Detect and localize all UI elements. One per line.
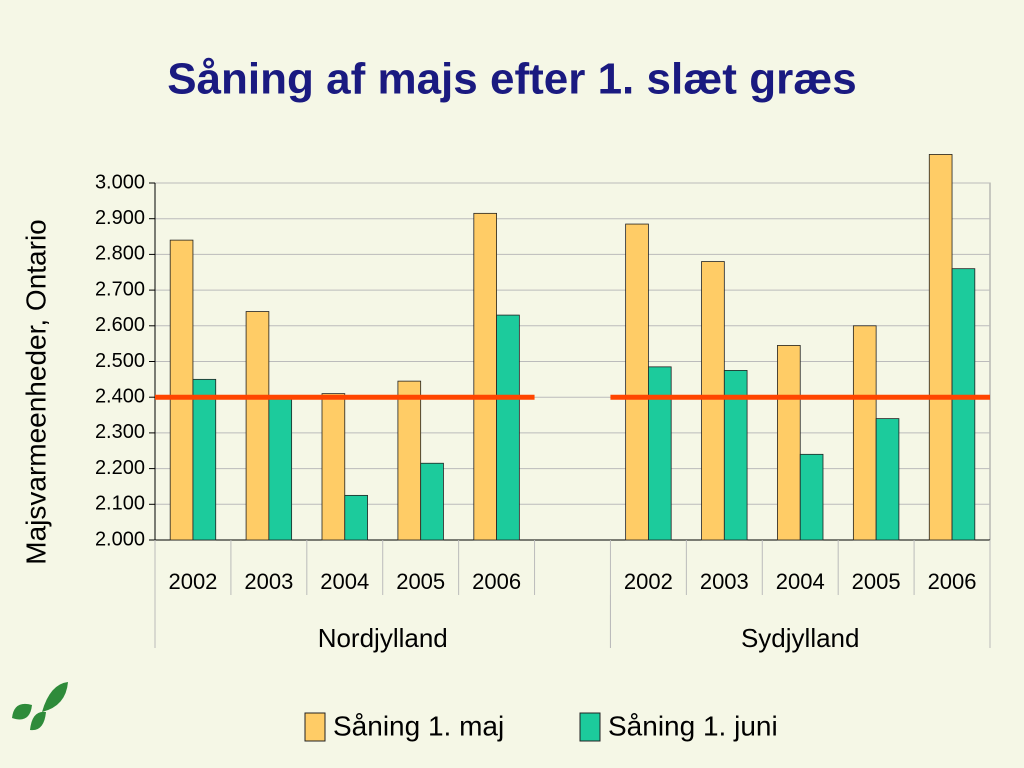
x-tick-label: 2006 (928, 569, 977, 594)
legend-swatch (304, 712, 326, 742)
group-label: Nordjylland (318, 623, 448, 653)
logo (12, 682, 68, 731)
x-tick-label: 2004 (320, 569, 369, 594)
bar (777, 345, 801, 541)
y-tick-label: 2.000 (95, 528, 145, 550)
bar (321, 393, 346, 541)
bar (799, 453, 824, 541)
y-tick-label: 3.000 (95, 171, 145, 193)
group-label: Sydjylland (741, 623, 860, 653)
y-tick-label: 2.500 (95, 350, 145, 372)
x-tick-label: 2006 (472, 569, 521, 594)
bar (648, 366, 672, 541)
legend-label: Såning 1. maj (333, 710, 504, 741)
x-tick-label: 2002 (624, 569, 673, 594)
y-tick-label: 2.600 (95, 314, 145, 336)
y-tick-label: 2.400 (95, 385, 145, 407)
bar (852, 325, 877, 541)
bar (420, 462, 444, 541)
x-tick-label: 2003 (244, 569, 293, 594)
x-tick-label: 2004 (776, 569, 825, 594)
bar (625, 223, 649, 541)
x-tick-label: 2005 (852, 569, 901, 594)
bar (928, 154, 953, 541)
legend-swatch (579, 712, 601, 742)
bar (268, 398, 293, 541)
chart-title: Såning af majs efter 1. slæt græs (167, 55, 857, 104)
bar (723, 370, 748, 541)
bar (473, 212, 497, 541)
bar (344, 494, 368, 541)
y-tick-label: 2.300 (95, 421, 145, 443)
x-tick-label: 2005 (396, 569, 445, 594)
bar (701, 261, 725, 541)
y-axis-label: Majsvarmeenheder, Ontario (20, 219, 51, 565)
y-tick-label: 2.700 (95, 278, 145, 300)
bar (169, 239, 194, 541)
bar (245, 311, 270, 541)
y-tick-label: 2.900 (95, 207, 145, 229)
x-tick-label: 2003 (700, 569, 749, 594)
bar (192, 378, 217, 541)
y-tick-label: 2.200 (95, 457, 145, 479)
bar (875, 418, 900, 541)
y-tick-label: 2.100 (95, 493, 145, 515)
x-tick-label: 2002 (168, 569, 217, 594)
y-tick-label: 2.800 (95, 243, 145, 265)
bar (496, 314, 520, 541)
bar (951, 268, 976, 541)
legend-label: Såning 1. juni (608, 710, 778, 741)
bar (397, 380, 422, 541)
